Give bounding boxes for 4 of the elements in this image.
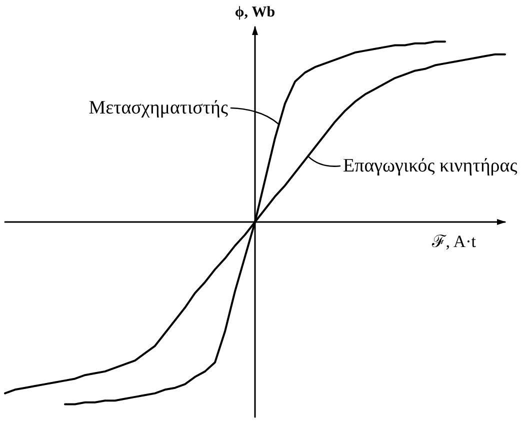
x-axis-title: ℱ, A·t — [430, 232, 476, 251]
legend-label: Επαγωγικός κινητήρας — [343, 156, 518, 176]
y-axis-title: ϕ, Wb — [234, 4, 276, 20]
text: Μετασχηματιστής — [88, 98, 228, 118]
